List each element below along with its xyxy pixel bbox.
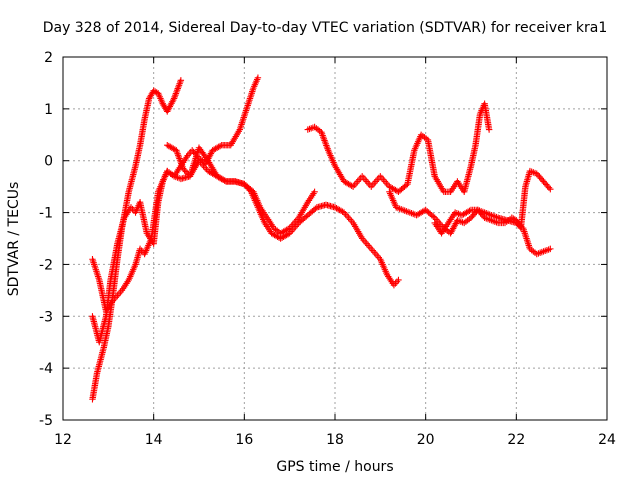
data-point — [477, 209, 484, 217]
data-point — [534, 172, 542, 179]
data-point — [181, 166, 188, 174]
data-point — [545, 184, 553, 191]
data-point — [177, 77, 185, 84]
data-point — [311, 188, 318, 196]
data-point — [475, 208, 483, 215]
data-point — [348, 182, 355, 189]
data-point — [430, 213, 437, 220]
y-tick-labels: -5 -4 -3 -2 -1 0 1 2 — [39, 50, 53, 429]
series-G — [431, 167, 554, 237]
data-point — [245, 185, 252, 192]
data-point — [538, 176, 546, 184]
x-tick-label: 12 — [54, 432, 72, 448]
data-point — [543, 181, 550, 188]
x-tick-labels: 12 14 16 18 20 22 24 — [54, 432, 616, 448]
data-point — [547, 245, 554, 253]
y-tick-label: -4 — [39, 361, 53, 377]
data-point — [246, 187, 253, 194]
y-tick-label: 1 — [44, 102, 53, 118]
data-point — [469, 213, 476, 220]
y-tick-label: -2 — [39, 257, 53, 273]
data-point — [221, 177, 228, 184]
data-point — [533, 170, 540, 177]
x-tick-label: 24 — [598, 432, 616, 448]
data-point — [395, 276, 402, 284]
x-tick-label: 22 — [507, 432, 525, 448]
data-point — [467, 214, 475, 221]
data-point — [466, 207, 473, 215]
data-point — [541, 179, 549, 187]
series-F — [386, 188, 554, 258]
data-point — [179, 165, 187, 172]
y-tick-label: -5 — [39, 413, 53, 429]
data-point — [537, 175, 545, 182]
series-A — [89, 77, 185, 403]
data-point — [536, 173, 543, 180]
x-tick-label: 14 — [145, 432, 163, 448]
y-tick-label: -1 — [39, 206, 53, 222]
x-axis-label: GPS time / hours — [276, 459, 393, 475]
data-point — [474, 206, 481, 214]
data-point — [540, 178, 547, 185]
chart-title: Day 328 of 2014, Sidereal Day-to-day VTE… — [43, 20, 608, 36]
data-point — [254, 74, 262, 81]
data-point — [478, 211, 486, 218]
y-axis-label: SDTVAR / TECUs — [6, 182, 22, 297]
y-tick-label: 0 — [44, 154, 53, 170]
y-tick-label: 2 — [44, 50, 53, 66]
data-point — [189, 147, 196, 154]
data-point — [544, 182, 551, 190]
data-point — [547, 186, 554, 193]
data-point — [182, 168, 190, 175]
x-tick-label: 18 — [326, 432, 344, 448]
y-tick-label: -3 — [39, 309, 53, 325]
data-point — [485, 126, 493, 133]
series-D — [164, 141, 402, 289]
data-point — [470, 211, 477, 218]
data-point — [216, 142, 224, 150]
x-tick-label: 16 — [235, 432, 253, 448]
data-point — [190, 148, 197, 156]
series-B — [89, 74, 262, 346]
axis-ticks — [62, 56, 608, 421]
data-points — [89, 74, 554, 403]
data-point — [242, 182, 249, 189]
data-point — [243, 183, 251, 191]
x-tick-label: 20 — [417, 432, 435, 448]
series-E — [304, 100, 493, 196]
data-point — [241, 180, 248, 188]
